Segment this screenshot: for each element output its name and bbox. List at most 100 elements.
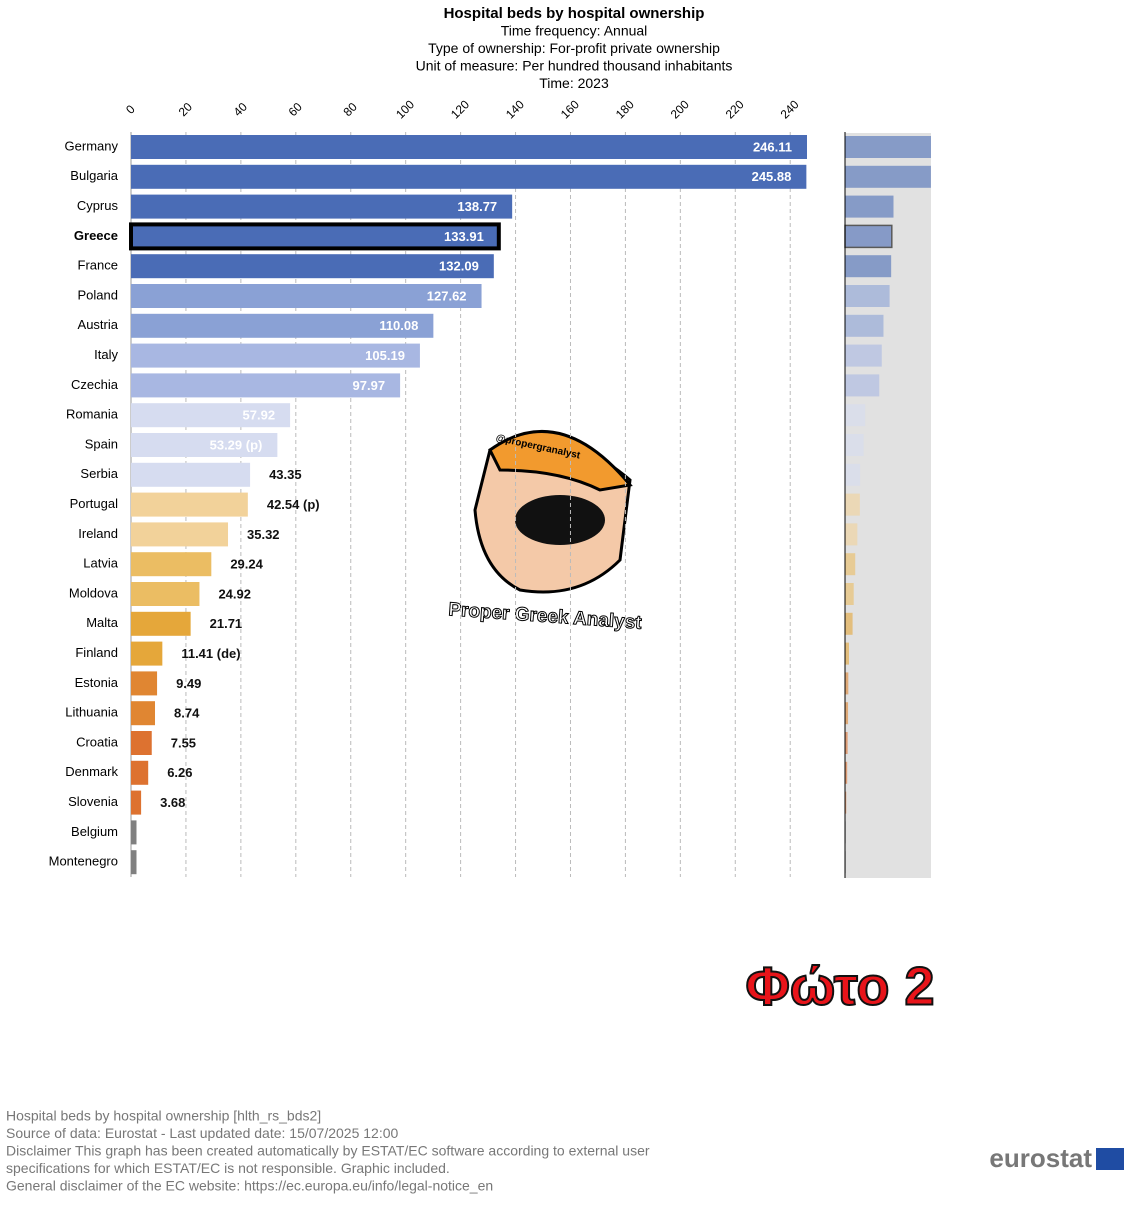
overview-bar	[845, 434, 864, 456]
x-tick-label: 180	[613, 97, 637, 121]
footer-line: Hospital beds by hospital ownership [hlt…	[6, 1108, 321, 1124]
bar	[131, 164, 807, 189]
y-tick-label: Estonia	[75, 675, 119, 690]
chart-subtitle: Unit of measure: Per hundred thousand in…	[416, 58, 733, 74]
overview-bar	[845, 672, 849, 695]
x-tick-label: 60	[286, 100, 306, 120]
y-tick-label: Italy	[94, 347, 118, 362]
bar	[131, 403, 291, 428]
overview-bar	[845, 732, 848, 754]
overview-bar	[845, 344, 882, 367]
bar	[131, 343, 420, 368]
bar	[131, 760, 149, 785]
value-label: 29.24	[230, 557, 263, 572]
value-label: 24.92	[218, 586, 251, 601]
bar	[131, 433, 278, 457]
y-tick-label: Austria	[78, 317, 119, 332]
bar	[129, 222, 501, 251]
value-label: 138.77	[457, 199, 497, 214]
watermark-hair	[488, 430, 633, 492]
chart-subtitle: Time frequency: Annual	[501, 23, 648, 39]
x-tick-label: 160	[558, 97, 582, 121]
overview-bar	[845, 165, 931, 188]
bar	[131, 135, 807, 159]
y-tick-label: Greece	[74, 228, 118, 243]
x-tick-label: 20	[176, 100, 196, 120]
footer-line: General disclaimer of the EC website: ht…	[6, 1178, 493, 1194]
x-tick-label: 200	[668, 97, 692, 121]
value-label: 8.74	[174, 706, 200, 721]
y-tick-label: Romania	[66, 407, 119, 422]
y-tick-label: Latvia	[83, 556, 118, 571]
y-tick-label: Ireland	[78, 526, 118, 541]
footer-line: specifications for which ESTAT/EC is not…	[6, 1160, 450, 1176]
bar	[131, 254, 494, 279]
y-tick-label: Croatia	[76, 734, 119, 749]
value-label: 6.26	[167, 765, 192, 780]
value-label: 3.68	[160, 795, 185, 810]
y-tick-label: Belgium	[71, 824, 118, 839]
y-tick-label: France	[78, 258, 118, 273]
overview-bar	[845, 642, 849, 665]
y-tick-label: Denmark	[65, 764, 118, 779]
overview-bar	[845, 136, 931, 158]
overview-bar	[845, 553, 856, 576]
value-label: 9.49	[176, 676, 201, 691]
stamp: Φώτο 2	[745, 956, 934, 1016]
overview-bar	[845, 255, 892, 278]
x-tick-label: 120	[448, 97, 472, 121]
bar	[131, 671, 158, 696]
overview-bar	[845, 463, 861, 486]
x-tick-label: 220	[723, 97, 747, 121]
chart-subtitle: Type of ownership: For-profit private ow…	[428, 40, 720, 56]
x-tick-label: 80	[340, 100, 360, 120]
bar	[131, 492, 248, 517]
overview-bar	[845, 314, 884, 337]
bar	[131, 701, 156, 726]
watermark-glasses	[515, 495, 605, 545]
x-tick-label: 240	[778, 97, 802, 121]
value-label: 246.11	[753, 139, 792, 154]
overview-bar	[845, 404, 866, 427]
overview-bar	[845, 761, 848, 784]
value-label: 21.71	[210, 616, 243, 631]
chart-title: Hospital beds by hospital ownership	[444, 5, 705, 22]
y-tick-label: Malta	[86, 615, 119, 630]
y-tick-label: Moldova	[69, 585, 119, 600]
overview-bar	[845, 285, 890, 307]
y-tick-label: Czechia	[71, 377, 119, 392]
bar	[131, 850, 137, 875]
bar	[131, 820, 137, 845]
bar	[131, 731, 152, 755]
value-label: 127.62	[427, 288, 467, 303]
y-tick-label: Germany	[65, 138, 119, 153]
y-tick-label: Spain	[85, 436, 118, 451]
value-label: 7.55	[171, 735, 196, 750]
overview-bar	[845, 612, 853, 635]
bar	[131, 313, 434, 338]
value-label: 133.91	[444, 229, 484, 244]
footer-line: Source of data: Eurostat - Last updated …	[6, 1125, 399, 1141]
x-tick-label: 140	[503, 97, 527, 121]
overview-bar	[845, 493, 860, 516]
value-label: 245.88	[752, 169, 792, 184]
y-tick-label: Bulgaria	[70, 168, 118, 183]
y-tick-label: Montenegro	[49, 854, 118, 869]
y-tick-label: Portugal	[70, 496, 119, 511]
value-label: 105.19	[365, 348, 405, 363]
bar	[131, 522, 229, 547]
x-tick-label: 0	[123, 102, 138, 117]
y-tick-label: Finland	[75, 645, 118, 660]
watermark: @propergranalyst Proper Greek Analyst	[447, 430, 643, 634]
value-label: 57.92	[243, 408, 276, 423]
bar	[131, 194, 513, 219]
logo-flag	[1096, 1148, 1124, 1170]
watermark-name: Proper Greek Analyst	[448, 599, 643, 634]
value-label: 35.32	[247, 527, 280, 542]
overview-bar	[845, 523, 858, 546]
overview-bar	[845, 374, 880, 397]
chart-subtitle: Time: 2023	[539, 75, 609, 91]
value-label: 110.08	[379, 318, 418, 333]
y-tick-label: Cyprus	[77, 198, 119, 213]
